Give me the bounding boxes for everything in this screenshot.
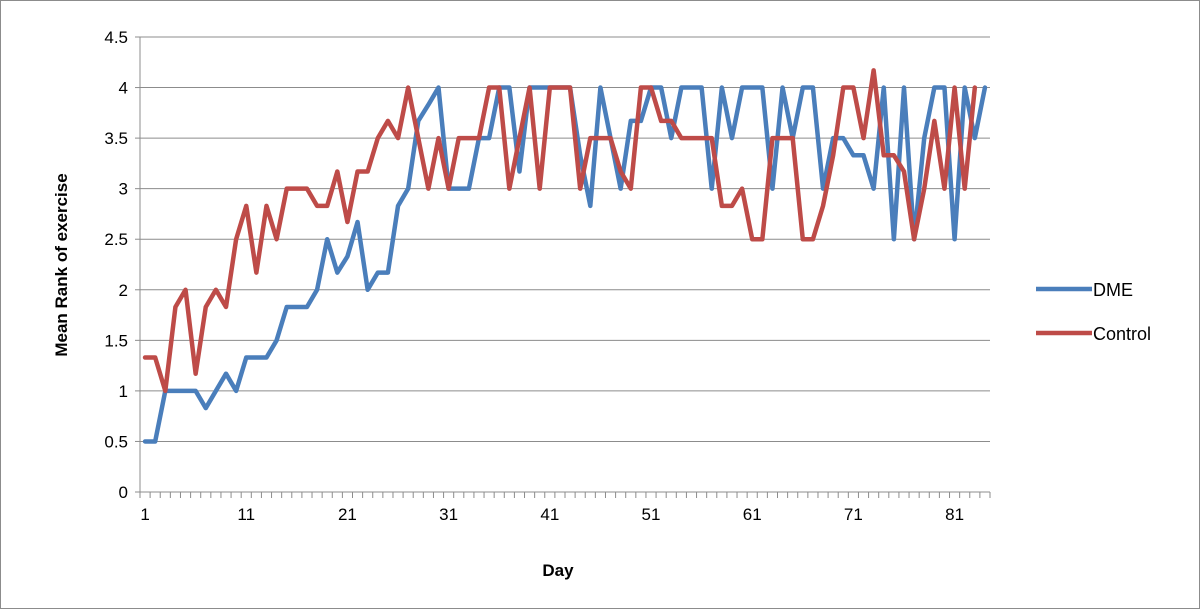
legend-label-dme: DME	[1093, 280, 1133, 300]
y-tick-label: 2	[119, 281, 128, 300]
legend-label-control: Control	[1093, 324, 1151, 344]
y-tick-label: 3	[119, 180, 128, 199]
y-tick-label: 3.5	[104, 129, 128, 148]
gridlines	[140, 36, 990, 442]
x-tick-label: 81	[945, 505, 964, 524]
x-tick-label: 31	[439, 505, 458, 524]
y-tick-label: 4	[119, 79, 128, 98]
y-tick-label: 1	[119, 382, 128, 401]
x-tick-label: 61	[743, 505, 762, 524]
y-tick-label: 1.5	[104, 331, 128, 350]
x-tick-label: 21	[338, 505, 357, 524]
x-tick-label: 1	[140, 505, 149, 524]
y-axis-title: Mean Rank of exercise	[52, 173, 71, 356]
y-tick-label: 0.5	[104, 432, 128, 451]
series-lines	[142, 68, 988, 444]
x-tick-label: 11	[237, 505, 255, 524]
y-tick-label: 0	[119, 483, 128, 502]
y-tick-label: 2.5	[104, 230, 128, 249]
legend: DME Control	[1036, 280, 1151, 344]
axes: 00.511.522.533.544.51 11 21 31 41 51 61 71 81	[104, 28, 991, 524]
series-line-control	[142, 68, 978, 394]
x-tick-label: 51	[642, 505, 661, 524]
x-tick-label: 41	[540, 505, 559, 524]
y-tick-label: 4.5	[104, 28, 128, 47]
x-tick-label: 71	[844, 505, 863, 524]
x-axis-title: Day	[542, 561, 574, 580]
